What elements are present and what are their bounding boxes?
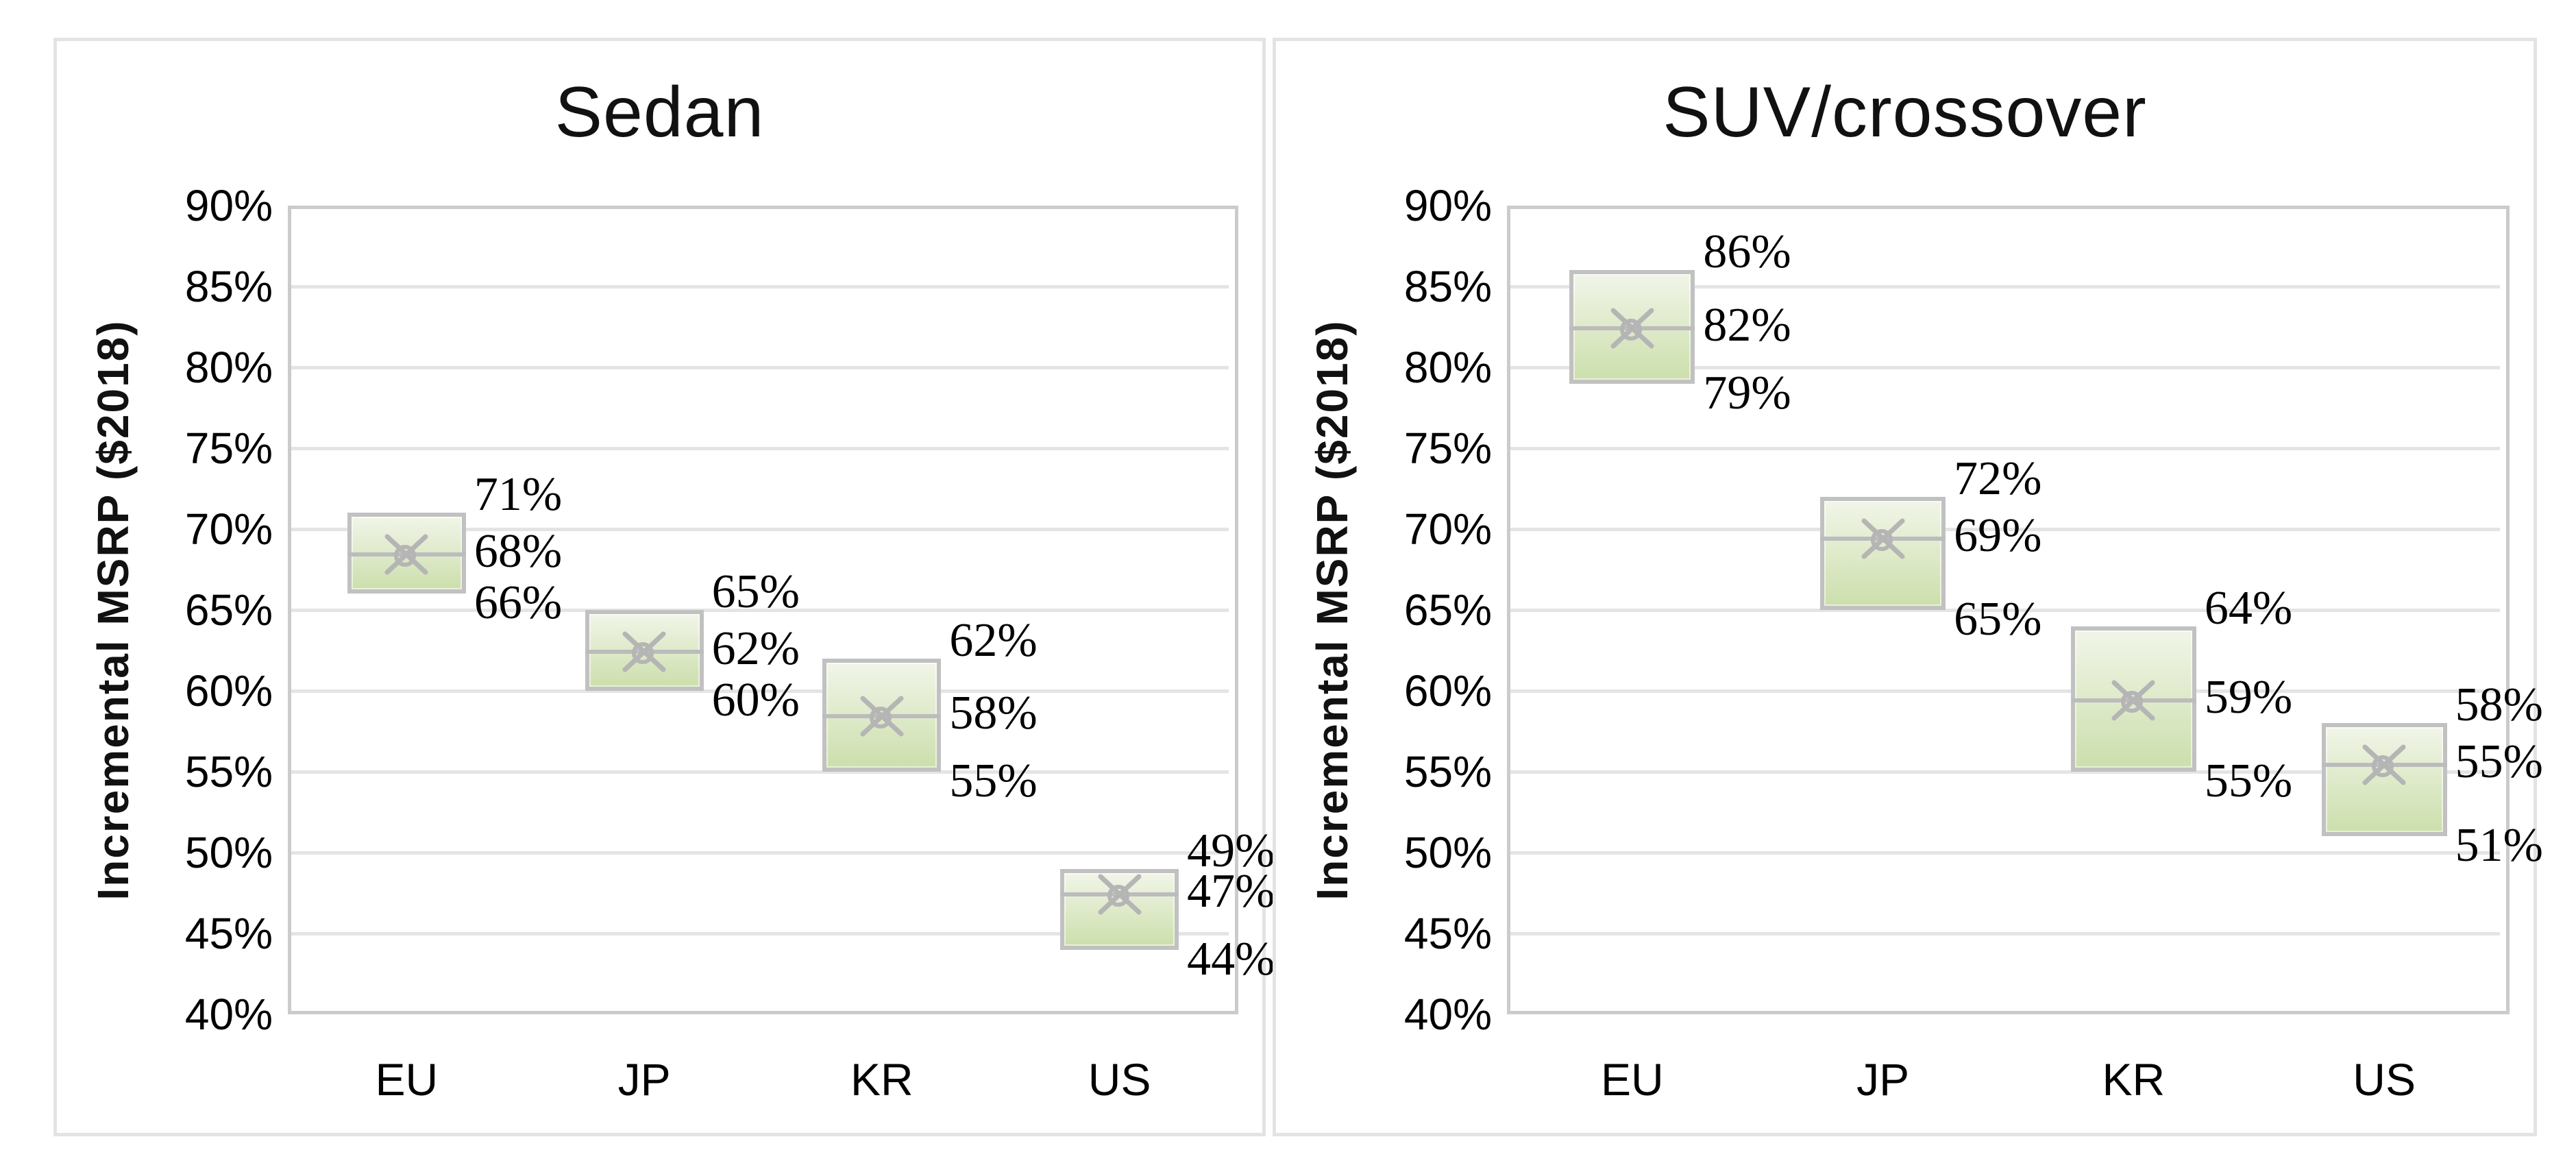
plot-area [288, 206, 1238, 1014]
chart-panel-sedan: Sedan Incremental MSRP ($2018) 40% 45% 50%… [53, 38, 1275, 1136]
y-tick-label: 70% [184, 504, 273, 554]
data-label-min: 79% [1703, 366, 1791, 419]
mean-marker-icon [1859, 518, 1908, 559]
data-layer: 40% 45% 50% 55% 60% 65% 70% 75% 80% 85% 90% 71% 68% 6… [57, 41, 1275, 1133]
y-tick-label: 55% [1403, 747, 1492, 796]
x-axis-label-us: US [1088, 1054, 1151, 1105]
data-label-mean: 47% [1187, 864, 1275, 918]
data-label-mean: 59% [2204, 670, 2293, 724]
x-axis-label-jp: JP [1856, 1054, 1910, 1105]
data-label-min: 55% [2204, 755, 2293, 807]
x-axis-label-us: US [2353, 1054, 2416, 1105]
box-jp [1820, 496, 1946, 610]
mean-marker-icon [1095, 874, 1144, 915]
x-axis-label-kr: KR [850, 1054, 913, 1105]
data-layer: 40% 45% 50% 55% 60% 65% 70% 75% 80% 85% 90% 86% 82% 7… [1276, 41, 2543, 1133]
chart-title: SUV/crossover [1663, 73, 2147, 152]
y-tick-label: 50% [1403, 828, 1492, 877]
y-tick-label: 70% [1403, 504, 1492, 554]
mean-marker-icon [857, 696, 907, 737]
y-tick-label: 65% [184, 585, 273, 635]
gridline [288, 447, 1229, 450]
data-label-mean: 68% [474, 525, 563, 578]
gridline [1507, 285, 2500, 289]
x-axis-label-kr: KR [2102, 1054, 2166, 1105]
gridline [288, 285, 1229, 289]
grid-layer [57, 41, 1262, 1133]
data-label-max: 65% [711, 565, 800, 618]
y-tick-label: 85% [1403, 262, 1492, 311]
y-tick-label: 55% [184, 747, 273, 796]
gridline [288, 609, 1229, 612]
data-label-max: 49% [1187, 824, 1275, 877]
y-tick-label: 60% [1403, 666, 1492, 716]
y-tick-label: 90% [1403, 181, 1492, 230]
mean-marker-icon [2359, 744, 2409, 785]
data-label-mean: 55% [2455, 735, 2543, 788]
y-tick-label: 65% [1403, 585, 1492, 635]
mean-marker-icon [2109, 680, 2158, 721]
y-tick-label: 75% [1403, 424, 1492, 473]
y-tick-label: 75% [184, 424, 273, 473]
data-label-min: 66% [474, 576, 563, 630]
data-label-min: 60% [711, 674, 800, 726]
y-tick-label: 45% [1403, 909, 1492, 958]
gridline [1507, 932, 2500, 935]
data-label-min: 51% [2455, 819, 2543, 872]
x-axis-label-jp: JP [617, 1054, 671, 1105]
y-tick-label: 50% [184, 828, 273, 877]
mean-marker-icon [620, 631, 669, 672]
gridline [288, 689, 1229, 693]
gridline [1507, 366, 2500, 369]
y-tick-label: 60% [184, 666, 273, 716]
x-axis-label-eu: EU [1601, 1054, 1664, 1105]
data-label-min: 65% [1954, 593, 2042, 646]
y-tick-label: 80% [1403, 343, 1492, 392]
data-label-min: 55% [949, 755, 1038, 807]
mean-marker-icon [382, 534, 431, 575]
data-label-mean: 82% [1703, 298, 1791, 352]
gridline [1507, 609, 2500, 612]
data-label-max: 72% [1954, 452, 2042, 505]
y-tick-label: 85% [184, 262, 273, 311]
data-label-max: 71% [474, 468, 563, 522]
gridline [288, 366, 1229, 369]
chart-panel-suv-crossover: SUV/crossover Incremental MSRP ($2018) 4… [1273, 38, 2543, 1136]
data-label-max: 62% [949, 613, 1038, 667]
data-label-max: 64% [2204, 581, 2293, 635]
y-tick-label: 80% [184, 343, 273, 392]
grid-layer [1276, 41, 2534, 1133]
gridline [1507, 770, 2500, 774]
gridline [288, 528, 1229, 531]
chart-title: Sedan [554, 73, 765, 152]
y-tick-label: 90% [184, 181, 273, 230]
y-tick-label: 40% [1403, 990, 1492, 1039]
gridline [288, 851, 1229, 855]
data-label-max: 58% [2455, 678, 2543, 732]
y-tick-label: 45% [184, 909, 273, 958]
gridline [1507, 528, 2500, 531]
gridline [1507, 447, 2500, 450]
gridline [1507, 689, 2500, 693]
box-us [2321, 723, 2447, 837]
plot-area [1507, 206, 2510, 1014]
data-label-mean: 62% [711, 622, 800, 675]
data-label-mean: 69% [1954, 509, 2042, 562]
data-label-max: 86% [1703, 225, 1791, 279]
gridline [288, 770, 1229, 774]
gridline [1507, 851, 2500, 855]
data-label-mean: 58% [949, 687, 1038, 740]
x-axis-label-eu: EU [375, 1054, 439, 1105]
mean-marker-icon [1608, 308, 1657, 349]
y-tick-label: 40% [184, 990, 273, 1039]
box-us [1060, 868, 1179, 950]
gridline [288, 932, 1229, 935]
data-label-min: 44% [1187, 932, 1275, 986]
